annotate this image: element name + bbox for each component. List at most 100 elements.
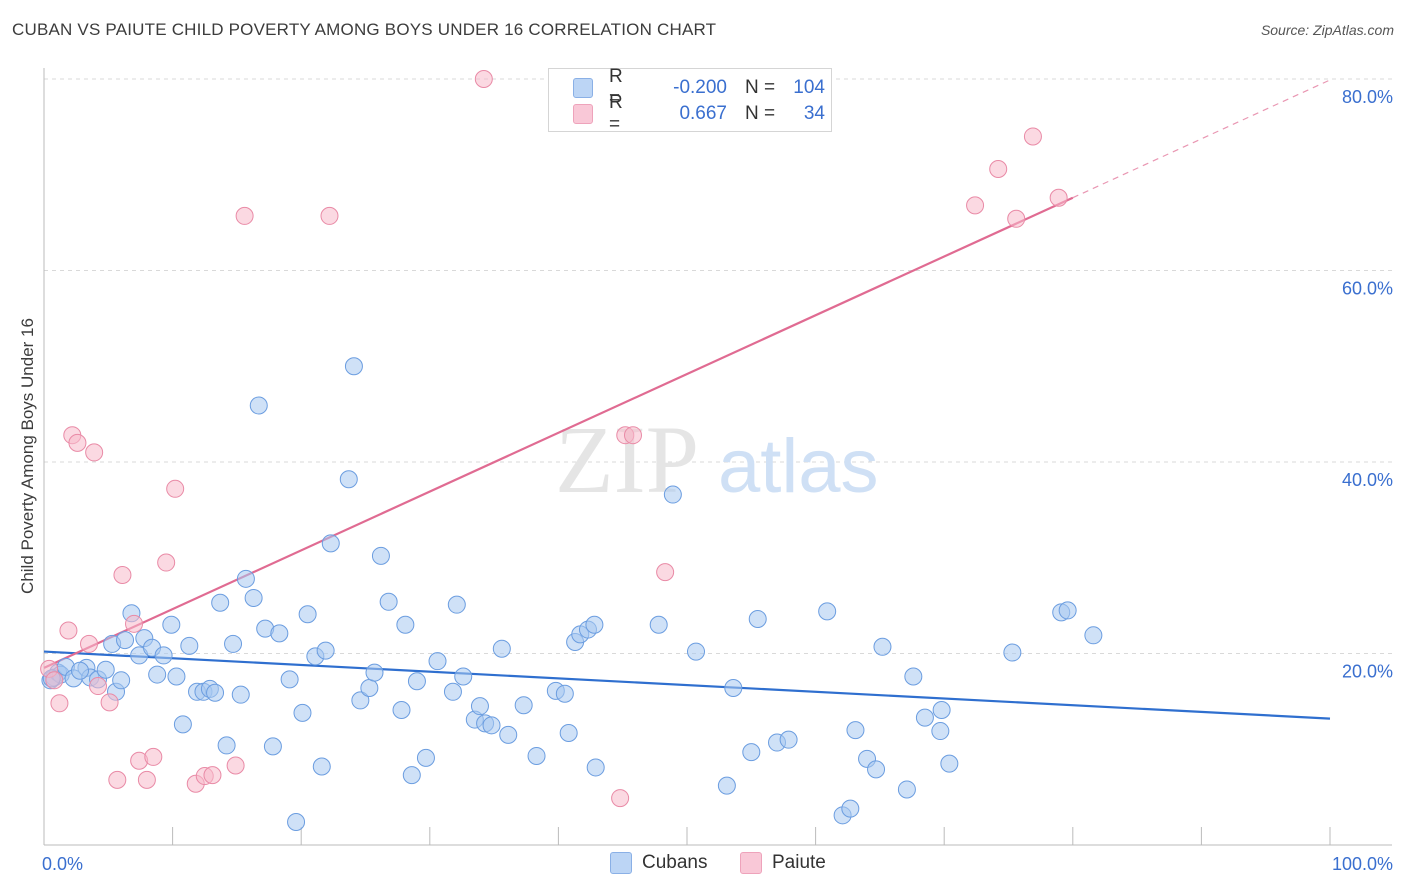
point-cubans [312,757,331,776]
gridlines [44,78,1392,654]
point-cubans [173,715,192,734]
legend-r-value-cubans: -0.200 [673,77,727,98]
point-paiute [144,747,163,766]
point-cubans [371,546,390,565]
point-cubans [270,624,289,643]
legend-r-label: R = [609,92,623,135]
point-paiute [235,206,254,225]
point-paiute [80,634,99,653]
point-paiute [157,553,176,572]
point-cubans [344,357,363,376]
point-cubans [742,743,761,762]
x-tick-label: 100.0% [1332,854,1393,874]
point-cubans [443,682,462,701]
x-tick-label: 0.0% [42,854,83,874]
point-cubans [818,602,837,621]
bottom-legend-cubans: Cubans [610,852,708,874]
point-cubans [396,615,415,634]
point-cubans [932,700,951,719]
point-cubans [360,678,379,697]
point-cubans [915,708,934,727]
bottom-legend-swatch-paiute [740,852,762,874]
point-cubans [454,667,473,686]
point-cubans [402,766,421,785]
y-tick-label: 60.0% [1342,279,1393,299]
point-cubans [559,723,578,742]
correlation-legend: R = -0.200 N = 104 R = 0.667 N = 34 [548,66,832,135]
point-cubans [514,696,533,715]
point-cubans [351,691,370,710]
point-cubans [217,736,236,755]
chart-source: Source: ZipAtlas.com [1260,22,1394,38]
point-paiute [100,693,119,712]
point-cubans [339,470,358,489]
point-paiute [966,196,985,215]
point-cubans [687,642,706,661]
point-cubans [162,615,181,634]
point-paiute [89,677,108,696]
point-cubans [585,615,604,634]
point-cubans [717,776,736,795]
point-cubans [236,569,255,588]
point-cubans [649,615,668,634]
point-paiute [45,671,64,690]
watermark: ZIP atlas [555,406,879,513]
point-cubans [873,637,892,656]
point-paiute [137,770,156,789]
chart-title: CUBAN VS PAIUTE CHILD POVERTY AMONG BOYS… [12,20,717,39]
point-paiute [113,565,132,584]
point-cubans [96,660,115,679]
point-cubans [321,534,340,553]
point-cubans [287,813,306,832]
point-cubans [897,780,916,799]
watermark-atlas: atlas [718,424,879,509]
point-cubans [112,671,131,690]
point-cubans [379,592,398,611]
point-paiute [85,443,104,462]
point-cubans [428,652,447,671]
point-cubans [527,746,546,765]
point-cubans [293,703,312,722]
point-cubans [298,605,317,624]
point-cubans [416,748,435,767]
point-paiute [611,789,630,808]
point-paiute [474,70,493,88]
point-cubans [867,760,886,779]
point-cubans [904,667,923,686]
point-cubans [407,672,426,691]
point-paiute [226,756,245,775]
legend-swatch-cubans [573,78,593,98]
legend-n-label: N = [745,103,776,124]
point-paiute [203,766,222,785]
point-paiute [59,621,78,640]
point-cubans [154,646,173,665]
point-paiute [50,694,69,713]
point-cubans [499,725,518,744]
point-cubans [447,595,466,614]
point-cubans [931,722,950,741]
axes [43,68,1392,846]
legend-swatch-paiute [573,104,593,124]
point-paiute [1007,209,1026,228]
point-paiute [68,433,87,452]
point-cubans [224,634,243,653]
trend-line-paiute [43,196,1074,669]
point-cubans [846,721,865,740]
point-cubans [180,636,199,655]
point-cubans [244,588,263,607]
point-paiute [166,479,185,498]
point-cubans [148,665,167,684]
point-paiute [989,160,1008,179]
legend-r-value-paiute: 0.667 [679,103,727,124]
point-cubans [1084,626,1103,645]
point-cubans [1058,601,1077,620]
point-cubans [748,610,767,629]
bottom-legend-label-cubans: Cubans [642,852,708,873]
point-cubans [482,716,501,735]
point-cubans [316,641,335,660]
bottom-legend-label-paiute: Paiute [772,852,826,873]
point-paiute [656,563,675,582]
point-cubans [167,667,186,686]
point-cubans [841,799,860,818]
